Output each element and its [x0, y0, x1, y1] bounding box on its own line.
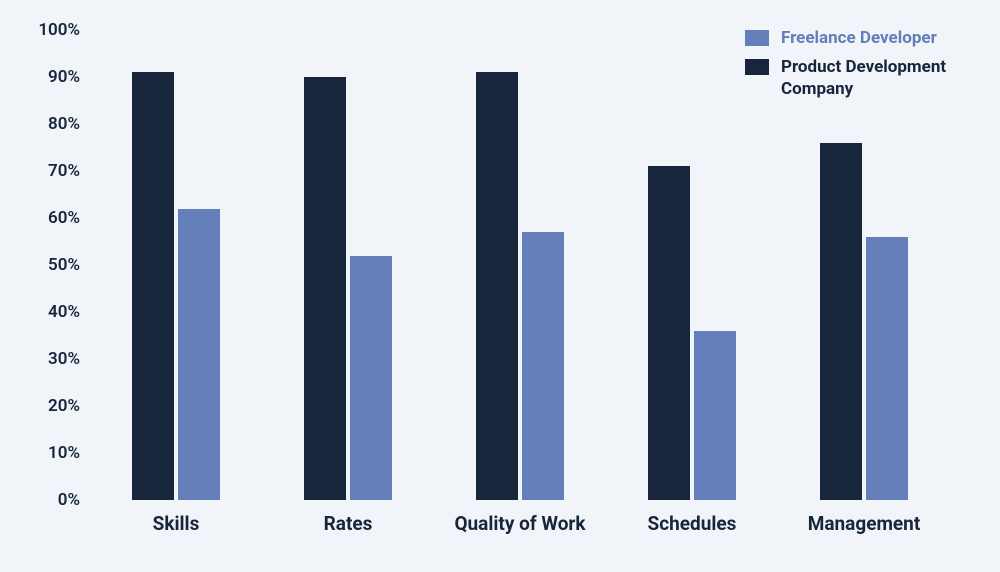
y-axis-tick: 50%: [48, 255, 90, 275]
chart-container: 0% 10% 20% 30% 40% 50% 60% 70% 80% 90% 100% Skills…: [0, 0, 1000, 572]
y-axis-tick: 70%: [48, 161, 90, 181]
bar-product_dev: [820, 143, 862, 500]
y-axis-tick: 90%: [48, 67, 90, 87]
x-axis-label: Schedules: [648, 500, 737, 535]
legend: Freelance Developer Product Development C…: [745, 28, 991, 100]
bar-freelance: [178, 209, 220, 500]
bar-freelance: [866, 237, 908, 500]
bars-row: SkillsRatesQuality of WorkSchedulesManag…: [90, 30, 950, 500]
x-axis-label: Skills: [153, 500, 200, 535]
bar-product_dev: [132, 72, 174, 500]
legend-swatch: [745, 30, 769, 46]
y-axis-tick: 10%: [48, 443, 90, 463]
legend-label: Product Development Company: [781, 57, 991, 100]
y-axis-tick: 80%: [48, 114, 90, 134]
bar-product_dev: [476, 72, 518, 500]
legend-label: Freelance Developer: [781, 28, 937, 49]
x-axis-label: Rates: [324, 500, 373, 535]
legend-swatch: [745, 59, 769, 75]
y-axis-tick: 30%: [48, 349, 90, 369]
bar-product_dev: [648, 166, 690, 500]
y-axis-tick: 20%: [48, 396, 90, 416]
x-axis-label: Management: [808, 500, 921, 535]
y-axis-tick: 60%: [48, 208, 90, 228]
plot-area: 0%10%20%30%40%50%60%70%80%90%100% Skills…: [90, 30, 950, 500]
legend-item-freelance: Freelance Developer: [745, 28, 991, 49]
bar-group: Schedules: [606, 30, 778, 500]
x-axis-label: Quality of Work: [454, 500, 585, 535]
bar-product_dev: [304, 77, 346, 500]
legend-item-product_dev: Product Development Company: [745, 57, 991, 100]
bar-freelance: [350, 256, 392, 500]
y-axis-tick: 40%: [48, 302, 90, 322]
bar-freelance: [522, 232, 564, 500]
y-axis-tick: 0%: [58, 490, 90, 510]
bar-group: Quality of Work: [434, 30, 606, 500]
bar-group: Rates: [262, 30, 434, 500]
bar-group: Skills: [90, 30, 262, 500]
bar-freelance: [694, 331, 736, 500]
y-axis-tick: 100%: [38, 20, 90, 40]
bar-group: Management: [778, 30, 950, 500]
